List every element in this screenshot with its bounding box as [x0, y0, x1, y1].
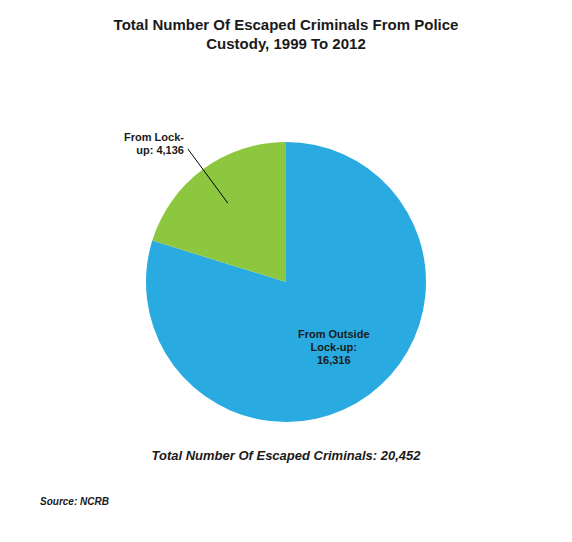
leader-line: [188, 149, 228, 203]
slice: [146, 142, 426, 422]
slice-label: From OutsideLock-up:16,316: [298, 328, 370, 366]
text-line: From Lock-: [124, 131, 184, 143]
text-line: Lock-up:: [311, 341, 357, 353]
annotation: Total Number Of Escaped Criminals: 20,45…: [152, 448, 422, 463]
text-line: From Outside: [298, 328, 370, 340]
title-line: Custody, 1999 To 2012: [206, 35, 366, 52]
pie: [146, 142, 426, 422]
slice: [152, 142, 286, 282]
slice-labels: From OutsideLock-up:16,316 From Lock-up: …: [124, 131, 369, 366]
annotation: Source: NCRB: [40, 496, 109, 507]
chart: Total Number Of Escaped Criminals From P…: [0, 0, 572, 542]
slice-label: From Lock-up: 4,136: [124, 131, 184, 156]
title-line: Total Number Of Escaped Criminals From P…: [114, 16, 459, 33]
title: Total Number Of Escaped Criminals From P…: [114, 16, 459, 52]
text-line: 16,316: [317, 354, 351, 366]
text-line: up: 4,136: [136, 144, 184, 156]
